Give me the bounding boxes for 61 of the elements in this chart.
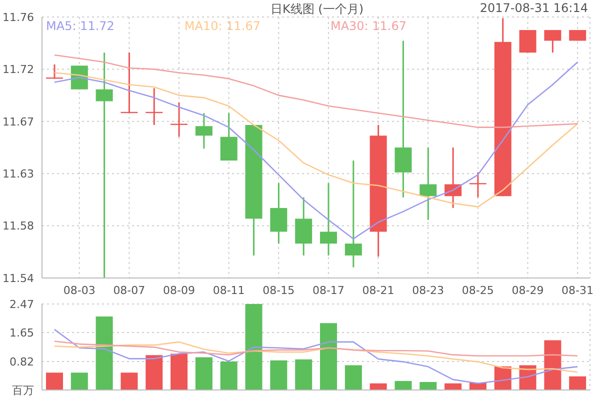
line-series: [54, 72, 578, 208]
y-tick-label: 11.58: [2, 220, 34, 233]
bar: [195, 357, 212, 390]
text: MA5: 11.72: [46, 19, 114, 33]
text: MA10: 11.67: [184, 19, 260, 33]
bar: [394, 380, 412, 390]
bar: [220, 361, 238, 390]
bar: [370, 383, 387, 390]
candlestick: [344, 160, 362, 268]
bar: [569, 376, 586, 390]
line-series: [54, 54, 578, 128]
bar: [146, 355, 163, 390]
bar: [320, 323, 337, 390]
bar: [46, 372, 63, 390]
y-tick-label: 1.65: [10, 326, 34, 340]
candlestick: [220, 112, 238, 162]
x-tick-label: 08-03: [63, 284, 96, 297]
bar: [420, 382, 437, 390]
x-tick-label: 08-25: [462, 284, 494, 297]
x-tick-label: 08-23: [412, 284, 444, 297]
candlestick: [519, 29, 536, 54]
x-tick-label: 08-29: [512, 284, 544, 297]
bar: [170, 354, 188, 390]
chart-subtitle: 2017-08-31 16:14: [480, 1, 588, 15]
candlestick: [469, 172, 486, 198]
candlestick: [320, 182, 337, 256]
text: MA30: 11.67: [330, 19, 407, 33]
bar: [70, 372, 88, 390]
line-series: [54, 341, 578, 373]
bar: [295, 359, 312, 390]
y-tick-label: 11.54: [2, 272, 34, 285]
bar: [245, 304, 262, 390]
y-tick-label: 11.76: [2, 10, 34, 24]
bar: [120, 372, 138, 390]
bar: [444, 383, 462, 390]
line-series: [54, 61, 578, 240]
y-tick-label: 11.67: [2, 115, 34, 128]
candlestick: [270, 182, 288, 244]
candlestick: [544, 29, 562, 54]
x-tick-label: 08-11: [212, 284, 245, 297]
x-tick-label: 08-17: [312, 284, 344, 297]
candlestick: [420, 146, 437, 221]
y-tick-label: 2.47: [10, 298, 34, 311]
x-tick-label: 08-09: [163, 284, 195, 297]
y-tick-label: 0.82: [10, 355, 34, 368]
x-tick-label: 08-15: [262, 284, 295, 297]
line-series: [54, 328, 578, 384]
candlestick: [96, 52, 113, 278]
bar: [544, 340, 562, 390]
line-series: [54, 340, 578, 357]
x-tick-label: 08-21: [362, 284, 394, 297]
bar: [96, 316, 113, 390]
x-tick-label: 08-31: [562, 284, 594, 297]
y-tick-label: 11.63: [2, 168, 34, 181]
bar: [344, 365, 362, 390]
y-tick-label: 百万: [12, 384, 34, 397]
bar: [270, 360, 288, 390]
x-tick-label: 08-07: [113, 284, 146, 297]
chart-title: 日K线图 (一个月): [270, 2, 364, 16]
y-tick-label: 11.72: [2, 63, 34, 76]
candlestick: [195, 112, 212, 150]
